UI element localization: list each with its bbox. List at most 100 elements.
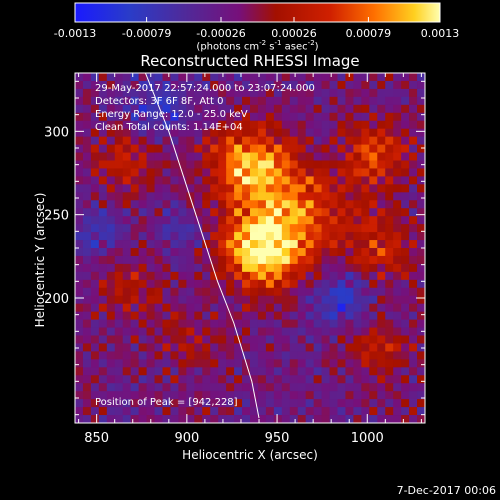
heatmap-cell	[218, 88, 227, 98]
heatmap-cell	[409, 104, 418, 114]
heatmap-cell	[82, 192, 92, 201]
heatmap-cell	[401, 287, 410, 297]
heatmap-cell	[226, 73, 235, 82]
heatmap-cell	[146, 327, 155, 336]
heatmap-cell	[361, 367, 370, 376]
heatmap-cell	[305, 367, 315, 376]
heatmap-cell	[98, 407, 108, 416]
heatmap-cell	[369, 279, 378, 289]
heatmap-cell	[393, 375, 402, 384]
heatmap-cell	[250, 279, 259, 289]
heatmap-cell	[98, 184, 108, 193]
heatmap-cell	[297, 311, 307, 320]
heatmap-cell	[329, 192, 338, 201]
heatmap-cell	[162, 415, 171, 423]
heatmap-cell	[162, 248, 171, 257]
heatmap-cell	[377, 367, 386, 376]
heatmap-cell	[82, 399, 92, 408]
heatmap-cell	[281, 192, 291, 201]
heatmap-cell	[250, 248, 259, 257]
heatmap-cell	[337, 200, 346, 209]
heatmap-cell	[75, 80, 84, 90]
heatmap-cell	[257, 263, 267, 273]
heatmap-cell	[250, 287, 259, 297]
heatmap-cell	[170, 176, 179, 185]
heatmap-cell	[186, 383, 195, 392]
heatmap-cell	[369, 88, 378, 98]
heatmap-cell	[114, 232, 124, 241]
heatmap-cell	[138, 232, 147, 241]
heatmap-cell	[369, 96, 378, 106]
heatmap-cell	[162, 335, 171, 344]
heatmap-cell	[265, 303, 275, 313]
heatmap-cell	[353, 407, 362, 416]
heatmap-cell	[313, 120, 322, 130]
heatmap-cell	[154, 152, 163, 161]
heatmap-cell	[106, 120, 116, 130]
heatmap-cell	[329, 152, 338, 161]
heatmap-cell	[361, 279, 370, 289]
heatmap-cell	[178, 359, 187, 368]
heatmap-cell	[130, 88, 140, 98]
heatmap-cell	[281, 359, 291, 368]
heatmap-cell	[242, 287, 251, 297]
heatmap-cell	[170, 375, 179, 384]
heatmap-cell	[154, 335, 163, 344]
heatmap-cell	[250, 295, 259, 305]
heatmap-cell	[226, 407, 235, 416]
heatmap-cell	[90, 216, 100, 225]
heatmap-cell	[186, 255, 195, 265]
heatmap-cell	[98, 73, 108, 82]
heatmap-cell	[162, 208, 171, 217]
heatmap-cell	[409, 112, 418, 122]
heatmap-cell	[385, 343, 394, 352]
heatmap-cell	[417, 295, 425, 305]
heatmap-cell	[154, 327, 163, 336]
heatmap-cell	[130, 168, 140, 177]
heatmap-cell	[234, 120, 243, 130]
heatmap-cell	[289, 104, 299, 114]
heatmap-cell	[385, 88, 394, 98]
heatmap-cell	[162, 168, 171, 177]
heatmap-cell	[162, 144, 171, 153]
heatmap-cell	[98, 351, 108, 360]
heatmap-cell	[234, 335, 243, 344]
heatmap-cell	[385, 335, 394, 344]
heatmap-cell	[313, 335, 322, 344]
heatmap-cell	[321, 160, 330, 169]
heatmap-cell	[265, 192, 275, 201]
heatmap-cell	[289, 88, 299, 98]
heatmap-cell	[385, 407, 394, 416]
heatmap-cell	[90, 112, 100, 122]
heatmap-cell	[250, 399, 259, 408]
heatmap-cell	[345, 359, 354, 368]
heatmap-cell	[361, 319, 370, 328]
heatmap-cell	[75, 271, 84, 281]
heatmap-cell	[218, 224, 227, 233]
heatmap-cell	[178, 136, 187, 145]
heatmap-cell	[242, 88, 251, 98]
heatmap-cell	[82, 359, 92, 368]
heatmap-cell	[154, 303, 163, 313]
heatmap-cell	[194, 96, 203, 106]
heatmap-cell	[273, 240, 283, 249]
heatmap-cell	[178, 112, 187, 122]
heatmap-cell	[385, 136, 394, 145]
heatmap-cell	[130, 399, 140, 408]
heatmap-cell	[130, 160, 140, 169]
heatmap-cell	[202, 295, 211, 305]
heatmap-cell	[194, 192, 203, 201]
heatmap-cell	[257, 152, 267, 161]
heatmap-cell	[321, 295, 330, 305]
heatmap-cell	[305, 88, 315, 98]
heatmap-cell	[130, 136, 140, 145]
heatmap-cell	[321, 168, 330, 177]
heatmap-cell	[242, 343, 251, 352]
heatmap-cell	[321, 240, 330, 249]
heatmap-cell	[210, 200, 219, 209]
heatmap-cell	[353, 240, 362, 249]
heatmap-cell	[130, 367, 140, 376]
heatmap-cell	[122, 415, 132, 423]
heatmap-cell	[361, 120, 370, 130]
heatmap-cell	[273, 383, 283, 392]
